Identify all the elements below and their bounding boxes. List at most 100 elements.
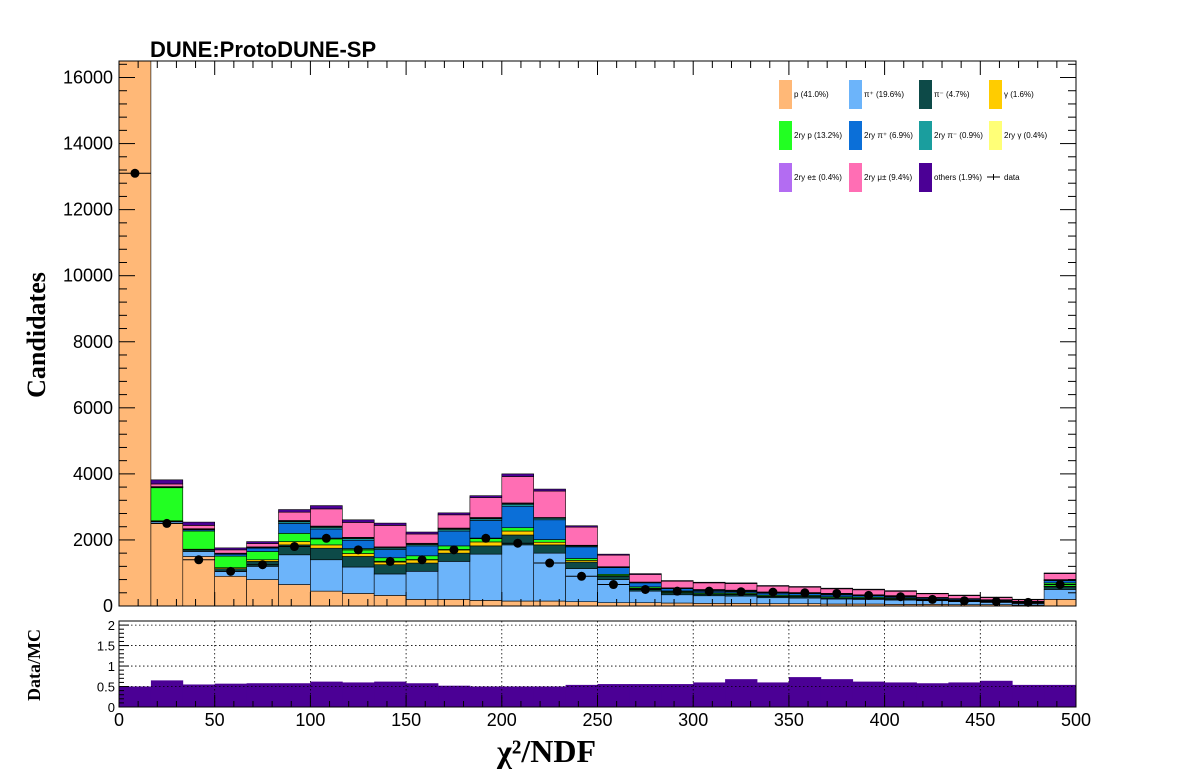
bar xyxy=(948,594,981,596)
bar xyxy=(118,60,152,607)
bar xyxy=(310,559,343,592)
bar xyxy=(660,594,694,604)
y-tick-label: 2000 xyxy=(73,530,113,550)
bar xyxy=(373,549,407,559)
ratio-bar xyxy=(374,681,407,707)
ratio-bar xyxy=(788,677,822,707)
data-point xyxy=(608,580,618,590)
bar xyxy=(437,514,471,529)
legend-entry: 2ry p (13.2%) xyxy=(779,121,842,150)
x-tick-label: 350 xyxy=(774,710,804,730)
bar xyxy=(373,564,407,575)
bar xyxy=(1043,589,1077,600)
bar xyxy=(565,525,598,528)
bar xyxy=(373,525,407,548)
bar xyxy=(565,601,598,607)
legend-label: π⁺ (19.6%) xyxy=(864,90,904,99)
bar xyxy=(501,600,535,607)
legend-swatch xyxy=(849,163,862,192)
bar xyxy=(597,554,630,567)
legend-label: 2ry μ± (9.4%) xyxy=(864,173,912,182)
x-axis-title: χ²/NDF xyxy=(496,733,596,769)
ratio-bar xyxy=(1012,684,1045,707)
data-point xyxy=(130,168,140,178)
bar xyxy=(214,555,247,568)
legend-label: 2ry p (13.2%) xyxy=(794,131,842,140)
bar xyxy=(278,511,311,521)
bar xyxy=(533,600,566,607)
bar xyxy=(501,476,535,504)
data-point xyxy=(321,533,331,543)
chart-title: DUNE:ProtoDUNE-SP xyxy=(150,37,376,62)
bar xyxy=(214,547,247,551)
bar xyxy=(310,508,343,527)
bar xyxy=(533,544,566,554)
bar xyxy=(629,573,662,575)
data-point xyxy=(672,586,682,596)
legend-entry: 2ry π⁻ (0.9%) xyxy=(919,121,983,150)
data-points xyxy=(119,168,1076,607)
legend-entry: 2ry e± (0.4%) xyxy=(779,163,842,192)
ratio-bar xyxy=(150,680,184,707)
bar xyxy=(501,505,535,529)
bar xyxy=(724,595,758,604)
ratio-bar xyxy=(661,684,694,707)
ratio-grid xyxy=(119,621,1076,707)
bar xyxy=(150,487,184,522)
bar xyxy=(405,545,439,557)
legend-label: 2ry π⁻ (0.9%) xyxy=(934,131,983,140)
y-tick-label: 12000 xyxy=(63,200,113,220)
y-tick-label: 16000 xyxy=(63,68,113,88)
x-tick-label: 150 xyxy=(391,710,421,730)
ratio-bar xyxy=(884,682,917,707)
legend-swatch xyxy=(779,80,792,109)
bar xyxy=(788,597,822,604)
y-tick-label: 8000 xyxy=(73,332,113,352)
ratio-bar xyxy=(948,682,981,707)
bar xyxy=(469,497,503,518)
bar xyxy=(820,587,853,590)
ratio-bar xyxy=(214,683,248,707)
y-tick-label: 0 xyxy=(103,596,113,616)
legend-entry: γ (1.6%) xyxy=(989,80,1034,109)
ratio-bar xyxy=(119,686,152,707)
bar xyxy=(278,533,311,542)
bar xyxy=(342,593,375,607)
bar xyxy=(214,549,247,554)
bar xyxy=(342,519,375,523)
data-point xyxy=(385,556,395,566)
legend-label: γ (1.6%) xyxy=(1004,90,1034,99)
ratio-bar xyxy=(501,686,535,707)
bar xyxy=(278,523,311,534)
legend-entry: π⁺ (19.6%) xyxy=(849,80,904,109)
bar xyxy=(565,526,598,546)
data-point xyxy=(832,588,842,598)
data-point xyxy=(417,555,427,565)
bar xyxy=(342,566,375,594)
bar xyxy=(310,544,343,549)
bar xyxy=(692,581,726,584)
ratio-bar xyxy=(629,684,662,707)
bar xyxy=(182,530,216,550)
data-point xyxy=(927,594,937,604)
x-tick-label: 300 xyxy=(678,710,708,730)
bar xyxy=(533,539,566,543)
x-tick-label: 0 xyxy=(114,710,124,730)
legend-swatch xyxy=(849,80,862,109)
x-tick-label: 500 xyxy=(1061,710,1091,730)
legend-label: 2ry γ (0.4%) xyxy=(1004,131,1047,140)
bar xyxy=(565,561,598,569)
ratio-y-axis-title: Data/MC xyxy=(24,629,44,701)
ratio-bar xyxy=(980,680,1013,707)
ratio-bar xyxy=(182,684,216,707)
bar xyxy=(788,586,822,588)
bar xyxy=(597,553,630,556)
legend-swatch xyxy=(779,163,792,192)
bar xyxy=(437,512,471,516)
bar xyxy=(1043,573,1077,580)
data-point xyxy=(1023,597,1033,607)
legend-entry: 2ry π⁺ (6.9%) xyxy=(849,121,913,150)
ratio-bar xyxy=(1044,684,1077,707)
